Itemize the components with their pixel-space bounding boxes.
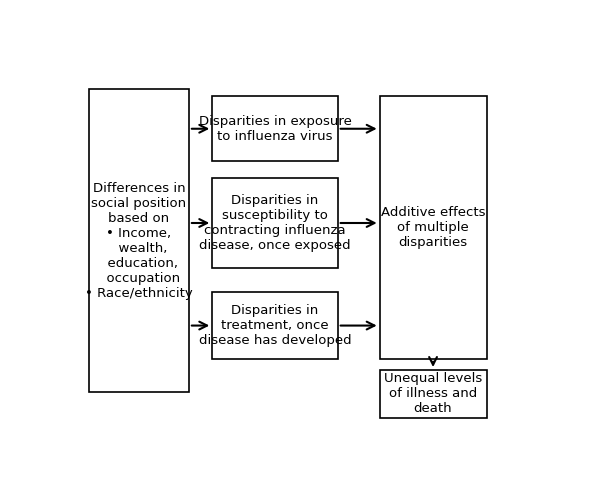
Text: Unequal levels
of illness and
death: Unequal levels of illness and death [384, 372, 482, 415]
FancyBboxPatch shape [212, 96, 338, 161]
FancyBboxPatch shape [212, 178, 338, 268]
FancyBboxPatch shape [380, 370, 487, 418]
Text: Disparities in
treatment, once
disease has developed: Disparities in treatment, once disease h… [199, 304, 351, 347]
Text: Additive effects
of multiple
disparities: Additive effects of multiple disparities [381, 206, 485, 249]
FancyBboxPatch shape [89, 89, 189, 392]
Text: Disparities in
susceptibility to
contracting influenza
disease, once exposed: Disparities in susceptibility to contrac… [199, 194, 351, 252]
FancyBboxPatch shape [380, 96, 487, 359]
Text: Disparities in exposure
to influenza virus: Disparities in exposure to influenza vir… [199, 115, 352, 143]
FancyBboxPatch shape [212, 292, 338, 359]
Text: Differences in
social position
based on
• Income,
  wealth,
  education,
  occup: Differences in social position based on … [85, 181, 193, 300]
